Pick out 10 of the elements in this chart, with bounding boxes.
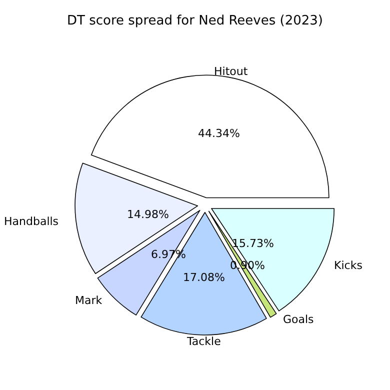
slice-label: Handballs <box>4 215 59 228</box>
slice-label: Kicks <box>334 259 363 272</box>
slice-label: Tackle <box>186 335 222 348</box>
chart-title: DT score spread for Ned Reeves (2023) <box>67 14 323 29</box>
data-label: 44.34% <box>198 127 240 140</box>
slice-label: Hitout <box>214 65 248 78</box>
data-label: 17.08% <box>183 271 225 284</box>
data-label: 14.98% <box>127 208 169 221</box>
slice-label: Goals <box>283 313 314 326</box>
slice-label: Mark <box>75 294 103 307</box>
